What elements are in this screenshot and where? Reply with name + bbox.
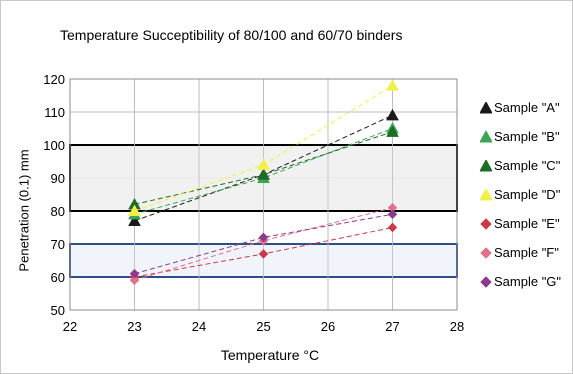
series-line-6 [134,207,393,281]
series-line-7 [134,213,393,275]
x-tick-label: 23 [127,319,141,334]
x-tick-label: 22 [63,319,77,334]
plot-area-border [69,78,458,311]
x-tick-label: 26 [321,319,335,334]
legend-label: Sample "B" [494,129,560,144]
legend-label: Sample "G" [494,274,562,289]
data-point-1 [128,214,141,226]
data-point-3 [386,125,399,137]
legend-marker [480,131,492,143]
y-tick-label: 100 [43,138,65,153]
legend-marker-shape [480,247,492,259]
series-line-2 [134,128,393,215]
x-tick-label: 25 [256,319,270,334]
x-tick-label: 27 [385,319,399,334]
x-tick-label: 24 [192,319,206,334]
legend-marker [480,276,492,288]
y-tick-label: 50 [51,303,65,318]
legend-marker-shape [480,276,492,288]
legend-marker-shape [480,160,492,172]
data-point-4 [386,79,399,91]
data-point-7 [387,209,398,220]
legend-marker-shape [480,218,492,230]
legend-marker-shape [480,102,492,114]
y-tick-label: 110 [44,105,65,120]
legend-marker [480,189,492,201]
chart-title: Temperature Succeptibility of 80/100 and… [60,27,403,43]
data-point-3 [257,168,270,180]
legend-marker-shape [480,131,492,143]
legend-marker [480,160,492,172]
x-axis-label: Temperature °C [220,347,320,363]
legend-label: Sample "F" [494,245,559,260]
data-point-6 [129,275,140,286]
y-tick-label: 120 [43,72,65,87]
data-point-5 [258,249,269,259]
legend-marker [480,247,492,259]
y-tick-label: 60 [51,270,65,285]
y-axis-label: Penetration (0.1) mm [16,149,32,272]
legend-marker-shape [480,189,492,201]
data-point-5 [387,222,398,233]
legend-label: Sample "E" [494,216,560,231]
legend-label: Sample "A" [494,100,560,115]
data-point-4 [128,204,141,217]
x-tick-label: 28 [450,319,464,334]
data-point-7 [129,268,140,279]
legend-label: Sample "C" [494,158,561,173]
data-point-1 [386,108,399,121]
y-tick-label: 90 [51,171,65,186]
y-tick-label: 70 [51,237,65,252]
data-point-7 [258,232,269,243]
legend-label: Sample "D" [494,187,561,202]
data-point-4 [257,158,270,170]
legend-marker [480,218,492,230]
legend-marker [480,102,492,114]
y-tick-label: 80 [51,204,65,219]
